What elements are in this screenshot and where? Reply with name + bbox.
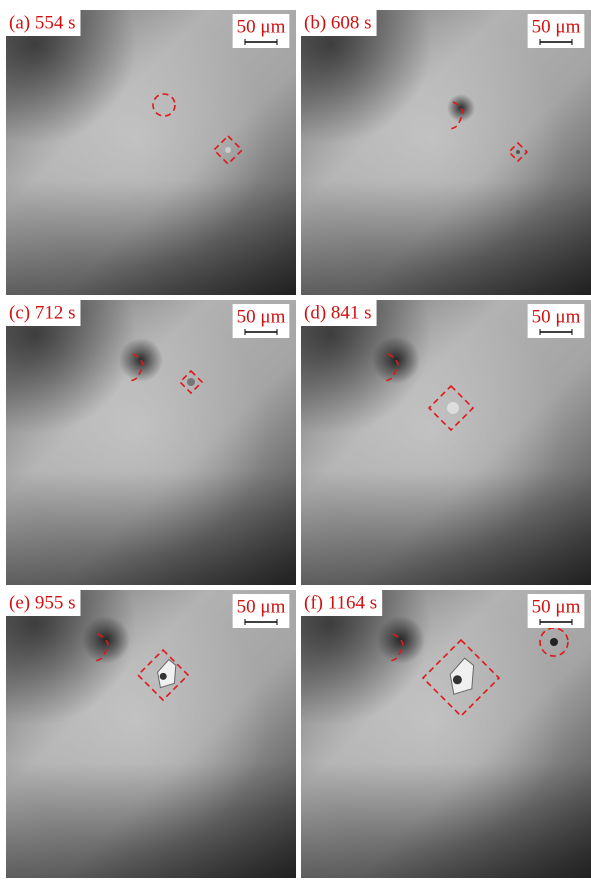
scale-bar-label: 50 μm: [532, 306, 581, 327]
scale-bar-label: 50 μm: [237, 306, 286, 327]
scale-bar-label: 50 μm: [532, 596, 581, 617]
feature: [225, 147, 231, 153]
panel: (c) 712 s 50 μm: [6, 300, 296, 585]
panel: (d) 841 s 50 μm: [301, 300, 591, 585]
pit: [82, 616, 130, 664]
panel-label: (e) 955 s: [9, 592, 75, 613]
shade: [6, 590, 296, 878]
shade: [301, 590, 591, 878]
panel: (a) 554 s 50 μm: [6, 10, 296, 295]
panel-label: (a) 554 s: [9, 12, 75, 33]
panel-label: (d) 841 s: [304, 302, 372, 323]
panel: (e) 955 s 50 μm: [6, 590, 296, 878]
panel-label: (b) 608 s: [304, 12, 372, 33]
deposit-core: [453, 675, 462, 684]
figure: (a) 554 s 50 μm (b) 608 s 50 μm (c) 712 s 50 …: [0, 0, 591, 878]
scale-bar-label: 50 μm: [532, 16, 581, 37]
panel-label: (f) 1164 s: [304, 592, 377, 613]
pit: [372, 336, 420, 384]
deposit-core: [160, 673, 167, 680]
scale-bar-label: 50 μm: [237, 16, 286, 37]
page: {"panels": [ {"label": "(a) 554 s", "sca…: [0, 0, 591, 878]
feature: [550, 638, 558, 646]
scale-bar-label: 50 μm: [237, 596, 286, 617]
shade: [301, 300, 591, 585]
feature: [187, 378, 195, 386]
pit: [377, 616, 425, 664]
pit: [119, 338, 163, 382]
panel: (f) 1164 s 50 μm: [301, 590, 591, 878]
panel: (b) 608 s 50 μm: [301, 10, 591, 295]
feature: [516, 150, 520, 154]
panel-label: (c) 712 s: [9, 302, 75, 323]
feature: [447, 402, 459, 414]
shade: [6, 10, 296, 295]
shade: [301, 10, 591, 295]
